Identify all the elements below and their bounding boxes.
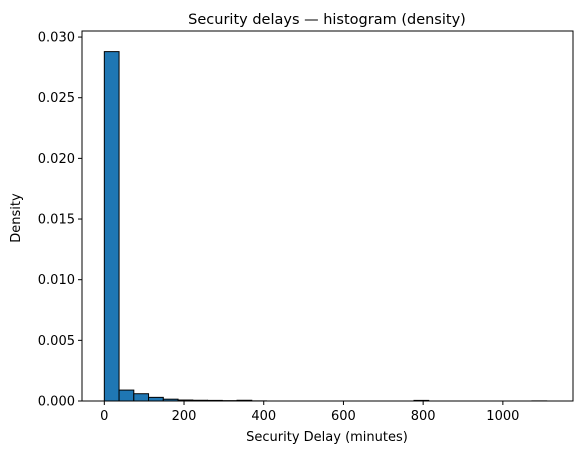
y-tick-label: 0.020	[38, 152, 75, 167]
x-axis-label: Security Delay (minutes)	[246, 430, 408, 445]
y-tick-label: 0.005	[38, 334, 75, 349]
x-tick-label: 400	[251, 409, 276, 424]
y-tick-label: 0.010	[38, 273, 75, 288]
histogram-bar	[149, 397, 164, 401]
plot-frame	[82, 31, 573, 401]
y-axis-label: Density	[9, 193, 24, 243]
x-axis-ticks: 0 200 400 600 800 1000	[100, 401, 519, 424]
histogram-bar	[104, 52, 119, 401]
x-tick-label: 200	[172, 409, 197, 424]
histogram-bar	[119, 390, 134, 401]
x-tick-label: 800	[411, 409, 436, 424]
histogram-bar	[134, 394, 149, 401]
y-tick-label: 0.030	[38, 31, 75, 46]
chart-title: Security delays — histogram (density)	[188, 12, 466, 28]
y-tick-label: 0.015	[38, 213, 75, 228]
y-tick-label: 0.025	[38, 91, 75, 106]
x-tick-label: 0	[100, 409, 108, 424]
y-axis-ticks: 0.000 0.005 0.010 0.015 0.020 0.025 0.030	[38, 31, 82, 410]
x-tick-label: 600	[331, 409, 356, 424]
y-tick-label: 0.000	[38, 395, 75, 410]
histogram-bars	[104, 52, 546, 401]
x-tick-label: 1000	[486, 409, 519, 424]
